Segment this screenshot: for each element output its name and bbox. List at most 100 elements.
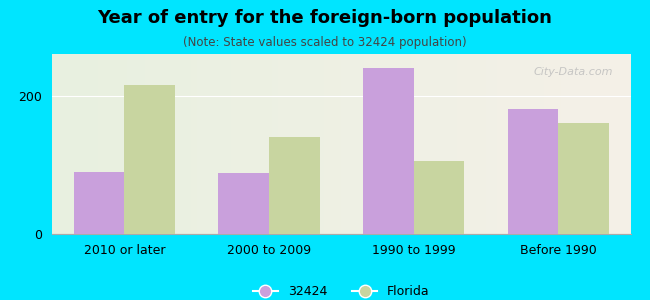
Bar xyxy=(573,54,578,234)
Bar xyxy=(434,54,439,234)
Bar xyxy=(457,54,463,234)
Bar xyxy=(503,54,509,234)
Bar xyxy=(116,54,122,234)
Bar xyxy=(202,54,208,234)
Bar xyxy=(359,54,365,234)
Bar xyxy=(86,54,92,234)
Bar xyxy=(139,54,144,234)
Bar xyxy=(124,85,175,234)
Bar xyxy=(52,54,58,234)
Bar xyxy=(469,54,474,234)
Bar xyxy=(255,54,260,234)
Bar xyxy=(179,54,185,234)
Bar xyxy=(445,54,451,234)
Bar xyxy=(596,54,601,234)
Bar xyxy=(58,54,64,234)
Bar xyxy=(619,54,625,234)
Bar xyxy=(480,54,486,234)
Bar xyxy=(538,54,543,234)
Bar xyxy=(133,54,139,234)
Bar xyxy=(439,54,445,234)
Bar xyxy=(521,54,526,234)
Bar xyxy=(73,172,124,234)
Bar xyxy=(393,54,399,234)
Bar xyxy=(561,54,567,234)
Bar xyxy=(428,54,434,234)
Bar xyxy=(567,54,573,234)
Bar xyxy=(382,54,387,234)
Bar xyxy=(558,123,609,234)
Bar xyxy=(413,161,464,234)
Bar xyxy=(347,54,353,234)
Bar xyxy=(196,54,202,234)
Text: (Note: State values scaled to 32424 population): (Note: State values scaled to 32424 popu… xyxy=(183,36,467,49)
Bar xyxy=(81,54,86,234)
Bar xyxy=(590,54,596,234)
Bar xyxy=(208,54,214,234)
Bar xyxy=(174,54,179,234)
Bar xyxy=(98,54,104,234)
Bar xyxy=(249,54,255,234)
Bar xyxy=(549,54,555,234)
Bar xyxy=(283,54,289,234)
Bar xyxy=(474,54,480,234)
Bar xyxy=(70,54,75,234)
Bar xyxy=(330,54,335,234)
Bar xyxy=(92,54,98,234)
Bar xyxy=(607,54,613,234)
Bar xyxy=(64,54,70,234)
Bar xyxy=(144,54,150,234)
Bar xyxy=(289,54,295,234)
Bar xyxy=(335,54,341,234)
Bar xyxy=(307,54,312,234)
Bar xyxy=(237,54,243,234)
Bar xyxy=(243,54,249,234)
Bar xyxy=(486,54,491,234)
Bar xyxy=(555,54,561,234)
Legend: 32424, Florida: 32424, Florida xyxy=(248,280,435,300)
Bar xyxy=(214,54,220,234)
Bar xyxy=(508,110,558,234)
Bar xyxy=(185,54,191,234)
Bar xyxy=(269,137,320,234)
Bar xyxy=(313,54,318,234)
Bar xyxy=(127,54,133,234)
Bar xyxy=(497,54,503,234)
Bar xyxy=(75,54,81,234)
Bar xyxy=(509,54,515,234)
Bar xyxy=(162,54,168,234)
Bar xyxy=(218,173,269,234)
Bar xyxy=(405,54,411,234)
Bar xyxy=(341,54,347,234)
Bar xyxy=(578,54,584,234)
Bar xyxy=(417,54,423,234)
Bar xyxy=(602,54,607,234)
Bar xyxy=(220,54,226,234)
Bar xyxy=(104,54,110,234)
Bar xyxy=(150,54,156,234)
Bar xyxy=(324,54,330,234)
Bar xyxy=(363,68,413,234)
Bar xyxy=(260,54,266,234)
Bar xyxy=(231,54,237,234)
Bar xyxy=(156,54,162,234)
Bar xyxy=(584,54,590,234)
Bar xyxy=(399,54,405,234)
Bar xyxy=(226,54,231,234)
Bar xyxy=(266,54,272,234)
Bar xyxy=(318,54,324,234)
Bar xyxy=(463,54,469,234)
Text: City-Data.com: City-Data.com xyxy=(534,67,613,76)
Bar xyxy=(168,54,174,234)
Bar xyxy=(272,54,278,234)
Bar xyxy=(376,54,382,234)
Bar xyxy=(387,54,393,234)
Bar xyxy=(278,54,283,234)
Bar xyxy=(191,54,196,234)
Bar xyxy=(613,54,619,234)
Bar xyxy=(295,54,301,234)
Bar xyxy=(491,54,497,234)
Bar xyxy=(301,54,307,234)
Bar xyxy=(451,54,457,234)
Bar xyxy=(370,54,376,234)
